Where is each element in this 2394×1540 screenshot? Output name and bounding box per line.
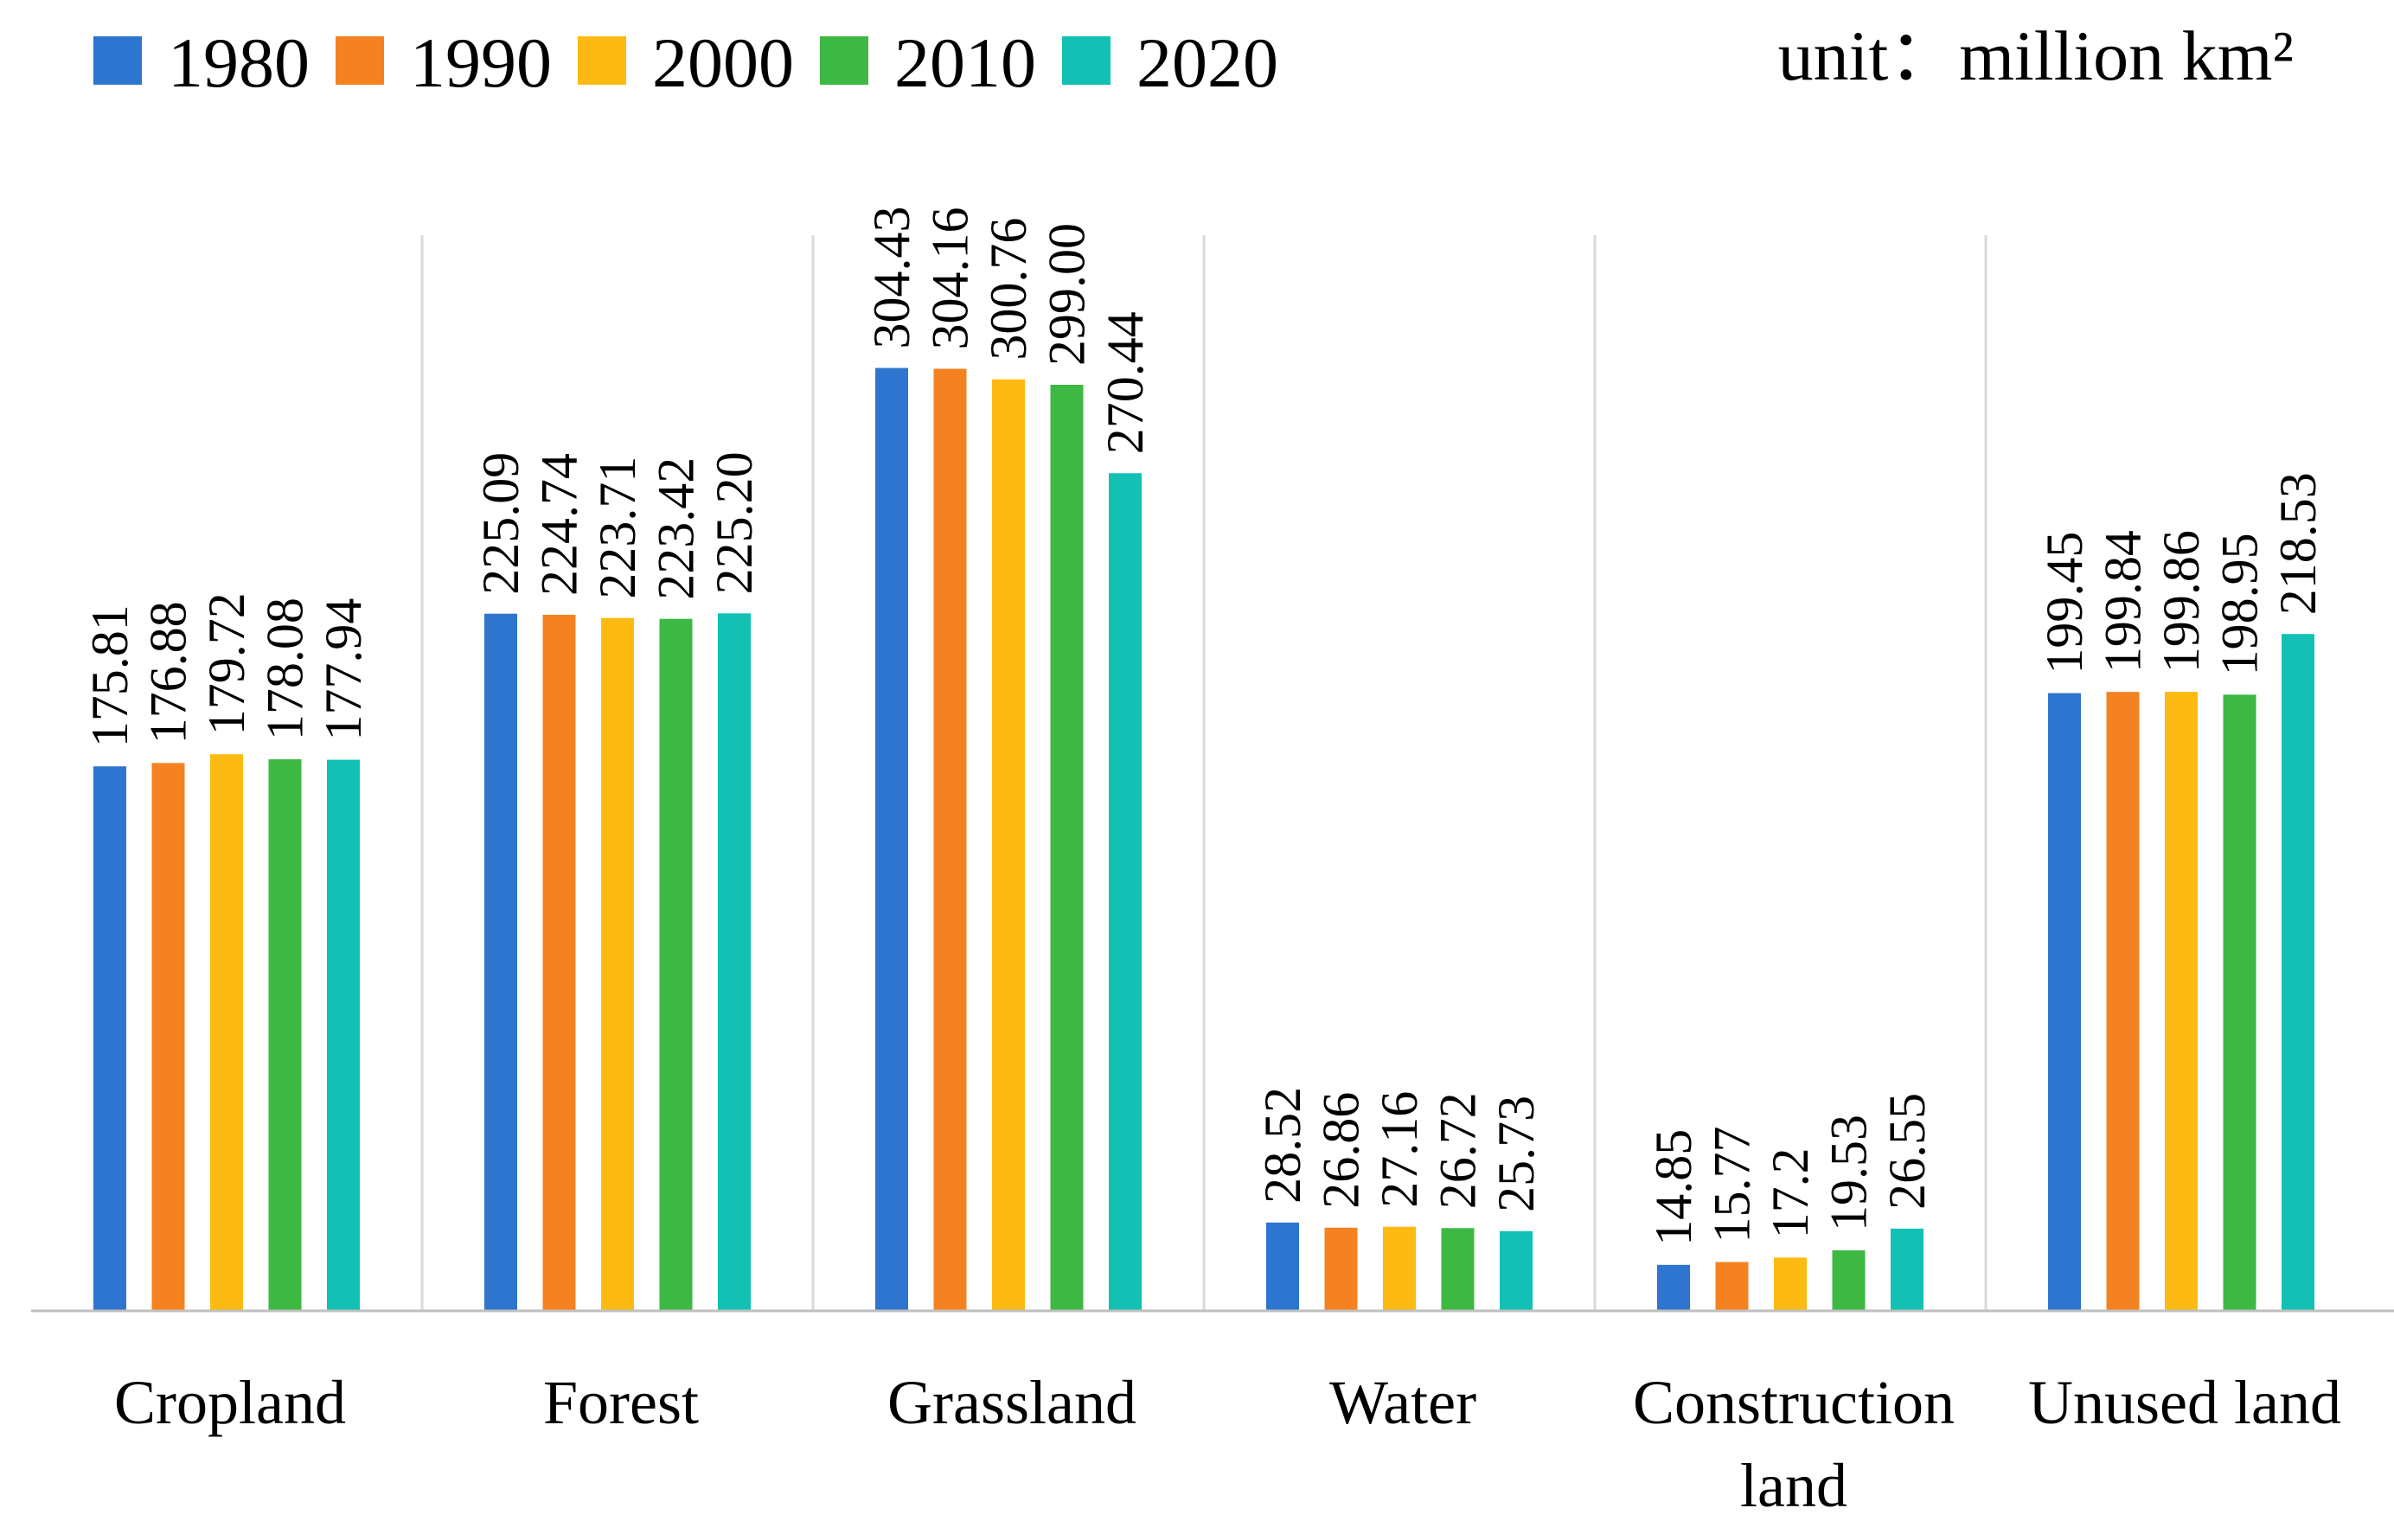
- bar-2020-3: [1500, 1230, 1533, 1311]
- bar-2010-1: [659, 618, 693, 1311]
- unit-label: unit：million km²: [1778, 16, 2294, 95]
- value-label-2010-1: 223.42: [648, 457, 705, 600]
- value-label-2010-2: 299.00: [1039, 223, 1096, 366]
- bar-2020-5: [2282, 634, 2314, 1311]
- value-label-1990-1: 224.74: [531, 453, 588, 596]
- bar-2020-1: [718, 613, 751, 1311]
- legend-swatch-2010: [820, 36, 868, 85]
- value-label-2020-4: 26.55: [1879, 1093, 1936, 1210]
- bar-2000-1: [601, 617, 634, 1311]
- value-label-2010-5: 198.95: [2212, 533, 2269, 675]
- category-label-4-line1: land: [1740, 1451, 1847, 1520]
- bar-2000-0: [210, 754, 243, 1311]
- bar-1980-1: [484, 613, 517, 1311]
- value-labels: 175.81 176.88 179.72 178.08 177.94 225.09 224.…: [81, 207, 2327, 1246]
- value-label-1980-3: 28.52: [1254, 1087, 1311, 1204]
- bar-2020-2: [1109, 473, 1142, 1311]
- bar-1990-4: [1715, 1262, 1749, 1311]
- legend-item-2020: 2020: [1062, 23, 1278, 102]
- value-label-1980-4: 14.85: [1645, 1129, 1702, 1246]
- legend-swatch-1980: [93, 36, 142, 85]
- category-label-3: Water: [1329, 1368, 1476, 1437]
- value-label-1980-5: 199.45: [2036, 532, 2093, 674]
- legend-label-2000: 2000: [652, 23, 794, 102]
- value-label-2000-2: 300.76: [980, 218, 1037, 361]
- value-label-2010-0: 178.08: [257, 597, 314, 740]
- value-label-2020-1: 225.20: [706, 451, 763, 594]
- value-label-1980-2: 304.43: [863, 207, 920, 349]
- legend-label-2020: 2020: [1136, 23, 1278, 102]
- legend-label-1980: 1980: [168, 23, 310, 102]
- legend-swatch-2000: [578, 36, 626, 85]
- value-label-1990-0: 176.88: [140, 601, 197, 744]
- bars: [93, 367, 2314, 1312]
- bar-1980-3: [1266, 1222, 1299, 1311]
- category-dividers: [420, 235, 1988, 1311]
- value-label-2010-4: 19.53: [1821, 1115, 1878, 1231]
- category-label-5: Unused land: [2028, 1368, 2341, 1437]
- legend-item-1980: 1980: [93, 23, 310, 102]
- bar-1990-1: [542, 614, 576, 1311]
- bar-2000-4: [1774, 1257, 1807, 1311]
- legend-swatch-2020: [1062, 36, 1111, 85]
- bar-2000-3: [1383, 1226, 1416, 1311]
- legend-item-1990: 1990: [336, 23, 552, 102]
- value-label-2000-5: 199.86: [2153, 530, 2210, 673]
- legend-label-2010: 2010: [894, 23, 1036, 102]
- value-label-2020-5: 218.53: [2269, 472, 2327, 615]
- bar-1990-2: [933, 368, 967, 1311]
- bar-1980-0: [93, 766, 126, 1311]
- value-label-1990-2: 304.16: [922, 207, 979, 349]
- value-label-2020-3: 25.73: [1488, 1096, 1545, 1212]
- bar-2010-2: [1050, 384, 1084, 1312]
- bar-1980-5: [2048, 693, 2081, 1311]
- bar-2010-3: [1441, 1228, 1475, 1311]
- category-label-2: Grassland: [887, 1368, 1136, 1437]
- legend-item-2010: 2010: [820, 23, 1036, 102]
- bar-2020-0: [327, 759, 360, 1311]
- category-labels: Cropland Forest Grassland Water Construction…: [114, 1368, 2341, 1520]
- value-label-1990-5: 199.84: [2095, 530, 2152, 673]
- bar-1980-2: [875, 367, 908, 1311]
- value-label-2020-2: 270.44: [1097, 311, 1154, 454]
- bar-1980-4: [1657, 1264, 1690, 1311]
- value-label-1980-1: 225.09: [472, 452, 529, 595]
- category-label-1: Forest: [543, 1368, 699, 1437]
- value-label-2000-3: 27.16: [1371, 1091, 1428, 1208]
- bar-1990-5: [2106, 692, 2140, 1311]
- category-label-0: Cropland: [114, 1368, 346, 1437]
- value-label-1990-3: 26.86: [1313, 1092, 1370, 1209]
- bar-2000-5: [2165, 692, 2198, 1311]
- value-label-2000-1: 223.71: [589, 457, 646, 599]
- value-label-1980-0: 175.81: [81, 604, 138, 747]
- bar-1990-3: [1324, 1227, 1358, 1311]
- bar-2010-5: [2223, 694, 2256, 1311]
- value-label-2020-0: 177.94: [315, 598, 372, 741]
- bar-2010-4: [1832, 1250, 1866, 1311]
- value-label-2000-0: 179.72: [198, 592, 255, 735]
- legend-label-1990: 1990: [410, 23, 552, 102]
- legend-item-2000: 2000: [578, 23, 794, 102]
- bar-1990-0: [151, 763, 185, 1311]
- legend: 1980 1990 2000 2010 2020: [93, 23, 1278, 102]
- value-label-1990-4: 15.77: [1704, 1127, 1761, 1243]
- bar-2020-4: [1891, 1228, 1924, 1311]
- category-label-4: Construction: [1633, 1368, 1955, 1437]
- bar-2000-2: [992, 379, 1025, 1311]
- value-label-2000-4: 17.2: [1762, 1147, 1819, 1238]
- legend-swatch-1990: [336, 36, 384, 85]
- value-label-2010-3: 26.72: [1430, 1092, 1487, 1209]
- bar-2010-0: [268, 759, 302, 1311]
